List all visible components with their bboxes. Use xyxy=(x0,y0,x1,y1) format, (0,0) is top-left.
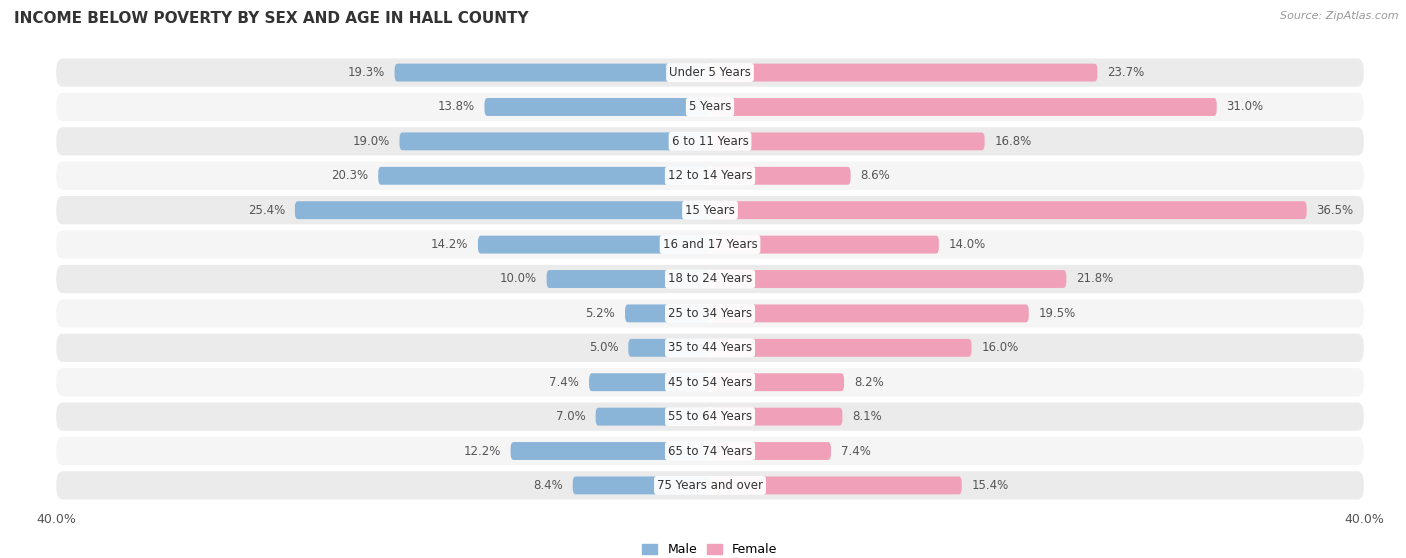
Text: 36.5%: 36.5% xyxy=(1316,204,1354,217)
Legend: Male, Female: Male, Female xyxy=(637,538,783,558)
Text: 18 to 24 Years: 18 to 24 Years xyxy=(668,272,752,286)
FancyBboxPatch shape xyxy=(710,408,842,426)
Text: 19.5%: 19.5% xyxy=(1039,307,1076,320)
Text: 5.0%: 5.0% xyxy=(589,341,619,354)
Text: 14.0%: 14.0% xyxy=(949,238,986,251)
FancyBboxPatch shape xyxy=(399,132,710,150)
FancyBboxPatch shape xyxy=(56,93,1364,121)
FancyBboxPatch shape xyxy=(56,334,1364,362)
Text: 16.0%: 16.0% xyxy=(981,341,1018,354)
Text: 20.3%: 20.3% xyxy=(332,169,368,182)
Text: 5.2%: 5.2% xyxy=(585,307,616,320)
Text: 12.2%: 12.2% xyxy=(464,445,501,458)
FancyBboxPatch shape xyxy=(596,408,710,426)
FancyBboxPatch shape xyxy=(56,196,1364,224)
FancyBboxPatch shape xyxy=(56,368,1364,396)
FancyBboxPatch shape xyxy=(56,127,1364,156)
Text: 25 to 34 Years: 25 to 34 Years xyxy=(668,307,752,320)
Text: 14.2%: 14.2% xyxy=(430,238,468,251)
FancyBboxPatch shape xyxy=(710,373,844,391)
Text: 8.1%: 8.1% xyxy=(852,410,882,423)
FancyBboxPatch shape xyxy=(710,339,972,357)
FancyBboxPatch shape xyxy=(710,477,962,494)
FancyBboxPatch shape xyxy=(510,442,710,460)
Text: INCOME BELOW POVERTY BY SEX AND AGE IN HALL COUNTY: INCOME BELOW POVERTY BY SEX AND AGE IN H… xyxy=(14,11,529,26)
Text: 45 to 54 Years: 45 to 54 Years xyxy=(668,376,752,389)
Text: 55 to 64 Years: 55 to 64 Years xyxy=(668,410,752,423)
FancyBboxPatch shape xyxy=(710,305,1029,323)
Text: 65 to 74 Years: 65 to 74 Years xyxy=(668,445,752,458)
FancyBboxPatch shape xyxy=(628,339,710,357)
Text: 19.3%: 19.3% xyxy=(347,66,385,79)
FancyBboxPatch shape xyxy=(478,235,710,253)
FancyBboxPatch shape xyxy=(295,201,710,219)
FancyBboxPatch shape xyxy=(56,299,1364,328)
Text: 7.4%: 7.4% xyxy=(841,445,870,458)
Text: 8.2%: 8.2% xyxy=(853,376,883,389)
FancyBboxPatch shape xyxy=(485,98,710,116)
FancyBboxPatch shape xyxy=(56,472,1364,499)
Text: 23.7%: 23.7% xyxy=(1107,66,1144,79)
Text: 19.0%: 19.0% xyxy=(353,135,389,148)
FancyBboxPatch shape xyxy=(56,402,1364,431)
Text: 31.0%: 31.0% xyxy=(1226,100,1264,113)
Text: 21.8%: 21.8% xyxy=(1076,272,1114,286)
FancyBboxPatch shape xyxy=(710,270,1066,288)
Text: 15 Years: 15 Years xyxy=(685,204,735,217)
Text: 8.4%: 8.4% xyxy=(533,479,562,492)
Text: 6 to 11 Years: 6 to 11 Years xyxy=(672,135,748,148)
Text: Source: ZipAtlas.com: Source: ZipAtlas.com xyxy=(1281,11,1399,21)
FancyBboxPatch shape xyxy=(589,373,710,391)
FancyBboxPatch shape xyxy=(56,230,1364,259)
FancyBboxPatch shape xyxy=(626,305,710,323)
Text: 75 Years and over: 75 Years and over xyxy=(657,479,763,492)
FancyBboxPatch shape xyxy=(56,162,1364,190)
Text: 7.0%: 7.0% xyxy=(555,410,586,423)
FancyBboxPatch shape xyxy=(395,64,710,81)
Text: 5 Years: 5 Years xyxy=(689,100,731,113)
FancyBboxPatch shape xyxy=(378,167,710,185)
Text: 15.4%: 15.4% xyxy=(972,479,1008,492)
FancyBboxPatch shape xyxy=(710,442,831,460)
FancyBboxPatch shape xyxy=(710,201,1306,219)
FancyBboxPatch shape xyxy=(710,132,984,150)
FancyBboxPatch shape xyxy=(710,64,1098,81)
Text: 8.6%: 8.6% xyxy=(860,169,890,182)
Text: 10.0%: 10.0% xyxy=(499,272,537,286)
Text: 7.4%: 7.4% xyxy=(550,376,579,389)
FancyBboxPatch shape xyxy=(572,477,710,494)
FancyBboxPatch shape xyxy=(56,265,1364,293)
Text: 13.8%: 13.8% xyxy=(437,100,475,113)
FancyBboxPatch shape xyxy=(56,59,1364,86)
Text: Under 5 Years: Under 5 Years xyxy=(669,66,751,79)
FancyBboxPatch shape xyxy=(710,167,851,185)
Text: 25.4%: 25.4% xyxy=(247,204,285,217)
FancyBboxPatch shape xyxy=(710,235,939,253)
Text: 12 to 14 Years: 12 to 14 Years xyxy=(668,169,752,182)
Text: 16 and 17 Years: 16 and 17 Years xyxy=(662,238,758,251)
FancyBboxPatch shape xyxy=(56,437,1364,465)
Text: 35 to 44 Years: 35 to 44 Years xyxy=(668,341,752,354)
Text: 16.8%: 16.8% xyxy=(994,135,1032,148)
FancyBboxPatch shape xyxy=(710,98,1216,116)
FancyBboxPatch shape xyxy=(547,270,710,288)
